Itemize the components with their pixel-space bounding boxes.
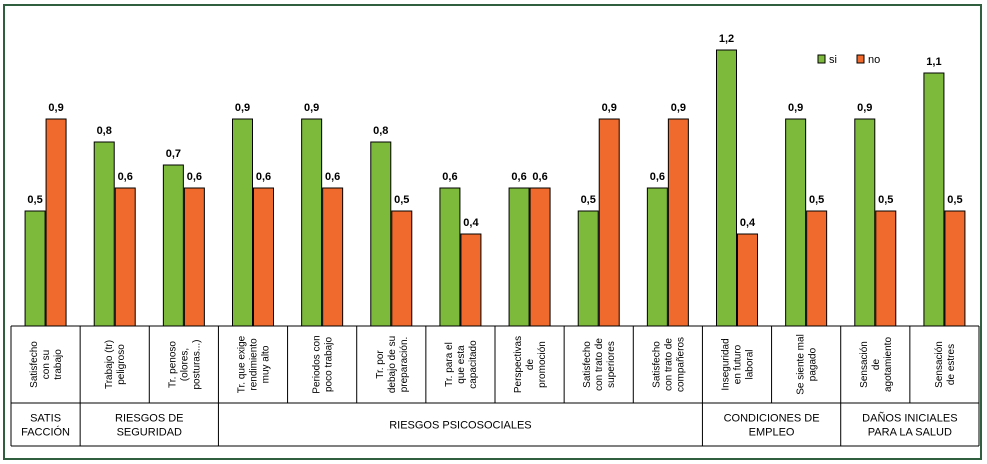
bar-no [45,118,67,327]
bar-si [93,141,115,327]
data-label-no: 0,6 [187,171,202,183]
data-label-no: 0,5 [809,194,824,206]
bar-no [183,187,205,327]
category-label: Sensaciónde estres [934,341,957,388]
group-label: RIESGOS DE SEGURIDAD [115,413,183,439]
data-label-si: 0,7 [166,148,181,160]
bar-no [114,187,136,327]
data-label-si: 0,9 [235,102,250,114]
category-label: Tr. penoso(olores,posturas...) [167,339,202,389]
category-label: Periodos conpoco trabajo [312,335,335,393]
data-label-no: 0,4 [740,217,756,229]
bar-si [162,164,184,327]
bar-si [301,118,323,327]
bar-no [737,233,758,327]
bar-si [24,210,46,327]
bar-si [232,118,253,327]
bar-no [806,210,828,327]
data-label-si: 0,5 [581,194,596,206]
data-label-si: 0,8 [97,125,112,137]
data-label-si: 0,9 [788,102,803,114]
category-label: Se siente malpagado [796,334,819,395]
bar-si [508,187,530,327]
category-label: Sensacióndeagotamiento [859,337,894,392]
data-label-no: 0,9 [602,102,617,114]
bar-si [577,210,599,327]
bar-si [923,72,945,327]
bar-no [253,187,274,327]
data-label-no: 0,5 [394,194,409,206]
bar-si [785,118,807,327]
group-label: CONDICIONES DE EMPLEO [724,413,820,439]
data-label-no: 0,6 [256,171,271,183]
category-label: Tr. para elque estacapacitado [444,340,479,389]
bar-no [598,118,620,327]
data-label-si: 0,6 [650,171,665,183]
bar-si [854,118,876,327]
data-label-no: 0,9 [671,102,686,114]
legend-label-si: si [829,54,837,66]
bar-no [667,118,689,327]
category-label: Trabajo (tr)peligroso [104,340,127,389]
bar-si [646,187,668,327]
category-label: Satisfechocon trato desuperiores [582,338,617,391]
data-label-si: 0,8 [373,125,388,137]
category-label: Satisfechocon sutrabajo [29,341,64,388]
data-label-no: 0,5 [947,194,962,206]
group-label: RIESGOS PSICOSOCIALES [389,420,531,432]
legend-label-no: no [868,54,880,66]
bar-si [439,187,461,327]
legend-swatch-no [856,54,865,64]
data-label-no: 0,9 [48,102,63,114]
bar-no [322,187,344,327]
data-label-si: 1,2 [719,33,734,45]
bar-no [391,210,413,327]
bar-no [875,210,897,327]
legend-swatch-si [817,54,826,64]
group-label: SATIS FACCIÓN [21,413,70,439]
data-label-si: 0,6 [511,171,526,183]
data-label-si: 0,5 [27,194,42,206]
data-label-no: 0,6 [118,171,133,183]
bar-no [529,187,551,327]
data-label-no: 0,6 [325,171,340,183]
data-label-si: 0,9 [857,102,872,114]
bar-no [460,233,482,327]
bar-si [370,141,392,327]
data-label-no: 0,6 [532,171,547,183]
category-label: Inseguridaden futurolaboral [721,338,756,390]
bar-no [944,210,966,327]
category-label: Tr. que exigerendimientomuy alto [237,335,272,393]
data-label-si: 0,6 [442,171,457,183]
bar-si [716,49,737,327]
category-label: Satisfechocon trato decompañeros [651,337,686,392]
group-label: DAÑOS INICIALES PARA LA SALUD [862,412,957,439]
category-label: Tr. pordebajo de supreparación. [375,336,410,393]
data-label-no: 0,5 [878,194,893,206]
category-label: Perspectivasdepromoción [513,336,548,393]
data-label-no: 0,4 [463,217,479,229]
data-label-si: 0,9 [304,102,319,114]
data-label-si: 1,1 [926,56,941,68]
